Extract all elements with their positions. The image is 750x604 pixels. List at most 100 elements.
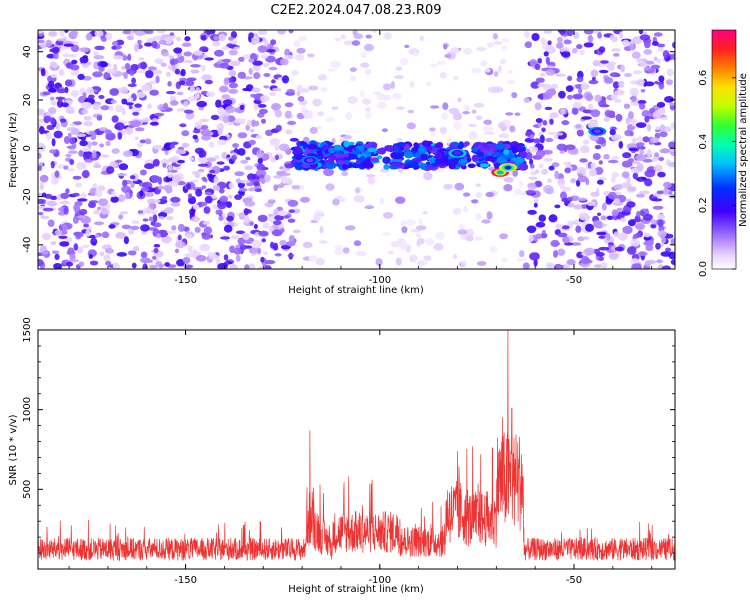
heatmap-cell — [251, 87, 261, 93]
heatmap-cell — [280, 245, 291, 250]
heatmap-cell — [264, 39, 269, 48]
heatmap-cell — [458, 141, 465, 149]
heatmap-cell — [609, 72, 620, 78]
heatmap-cell — [537, 121, 542, 128]
heatmap-cell — [443, 183, 453, 190]
heatmap-cell — [83, 223, 90, 228]
heatmap-cell — [256, 163, 266, 172]
heatmap-cell — [249, 221, 254, 226]
heatmap-cell — [526, 225, 537, 234]
heatmap-cell — [38, 152, 42, 159]
heatmap-cell — [221, 94, 231, 99]
heatmap-cell — [131, 262, 137, 269]
heatmap-cell — [115, 232, 126, 239]
heatmap-cell — [93, 55, 105, 60]
snr-y-tick: 500 — [22, 480, 675, 499]
heatmap-cell — [274, 109, 283, 118]
heatmap-cell — [554, 170, 560, 180]
heatmap-cell — [153, 144, 164, 150]
heatmap-cell — [195, 254, 207, 262]
heatmap-cell — [270, 39, 277, 46]
heatmap-cell — [165, 90, 176, 95]
heatmap-cell — [643, 66, 652, 71]
heatmap-cell — [286, 89, 295, 94]
heatmap-cell — [443, 44, 448, 50]
heatmap-cell — [252, 64, 261, 72]
heatmap-cell — [98, 143, 105, 148]
heatmap-cell — [267, 199, 276, 204]
heatmap-cell — [251, 178, 261, 183]
heatmap-cell — [404, 151, 414, 159]
heatmap-cell — [533, 138, 541, 144]
heatmap-cell — [91, 150, 97, 159]
heatmap-cell — [640, 210, 645, 217]
heatmap-cell — [212, 184, 220, 191]
heatmap-cell — [592, 153, 601, 160]
heatmap-cell — [143, 30, 154, 35]
heatmap-cell — [190, 69, 200, 74]
heatmap-cell — [613, 99, 622, 103]
heatmap-cell — [219, 195, 229, 203]
heatmap-cell — [294, 54, 305, 61]
heatmap-cell — [258, 266, 263, 269]
heatmap-cell — [598, 160, 603, 165]
heatmap-cell — [629, 130, 634, 137]
heatmap-cell — [242, 87, 250, 92]
heatmap-cell — [657, 230, 667, 238]
heatmap-cell — [555, 42, 564, 49]
heatmap-cell — [287, 120, 297, 126]
heatmap-cell — [364, 205, 375, 210]
heatmap-cell — [330, 60, 341, 68]
heatmap-cell — [583, 30, 594, 35]
heatmap-cell — [642, 158, 653, 163]
heatmap-cell — [273, 208, 280, 217]
heatmap-cell — [226, 215, 234, 222]
heatmap-cell — [388, 250, 394, 255]
heatmap-cell — [105, 132, 116, 141]
heatmap-cell — [60, 192, 70, 199]
heatmap-cell — [563, 161, 569, 166]
heatmap-cell — [116, 252, 128, 257]
heatmap-cell — [189, 85, 195, 93]
heatmap-cell — [556, 143, 567, 151]
heatmap-cell — [659, 124, 666, 132]
heatmap-cell — [99, 61, 109, 68]
heatmap-cell — [288, 235, 295, 243]
heatmap-cell — [498, 122, 506, 130]
heatmap-cell — [209, 169, 216, 174]
heatmap-cell — [538, 214, 547, 222]
heatmap-cell — [61, 53, 70, 58]
heatmap-cell — [560, 191, 567, 200]
heatmap-cell — [81, 109, 89, 115]
heatmap-cell — [141, 84, 151, 92]
heatmap-y-tick-label: 20 — [22, 94, 33, 107]
heatmap-cell — [56, 89, 67, 94]
heatmap-cell — [670, 122, 675, 129]
heatmap-cell — [168, 157, 178, 164]
heatmap-cell — [185, 112, 195, 120]
heatmap-cell — [493, 71, 499, 77]
heatmap-cell — [639, 149, 645, 155]
heatmap-cell — [191, 216, 200, 223]
heatmap-cell — [335, 150, 341, 155]
heatmap-cell — [341, 170, 349, 177]
heatmap-cell — [668, 191, 673, 195]
heatmap-cell — [284, 110, 292, 119]
heatmap-cell — [327, 68, 338, 72]
heatmap-cell — [200, 135, 212, 141]
heatmap-cell — [228, 49, 238, 56]
heatmap-cell — [65, 188, 70, 194]
heatmap-cell — [244, 264, 250, 269]
heatmap-cell — [631, 122, 637, 127]
heatmap-cell — [406, 122, 416, 130]
heatmap-cell — [161, 196, 168, 201]
heatmap-cell — [516, 258, 527, 262]
heatmap-cell — [392, 149, 403, 154]
heatmap-cell — [514, 188, 522, 196]
heatmap-cell — [170, 202, 181, 207]
heatmap-cell — [66, 237, 73, 243]
heatmap-cell — [111, 190, 117, 198]
heatmap-cell — [39, 181, 45, 187]
heatmap-cell — [78, 150, 84, 157]
heatmap-cell — [103, 71, 111, 80]
